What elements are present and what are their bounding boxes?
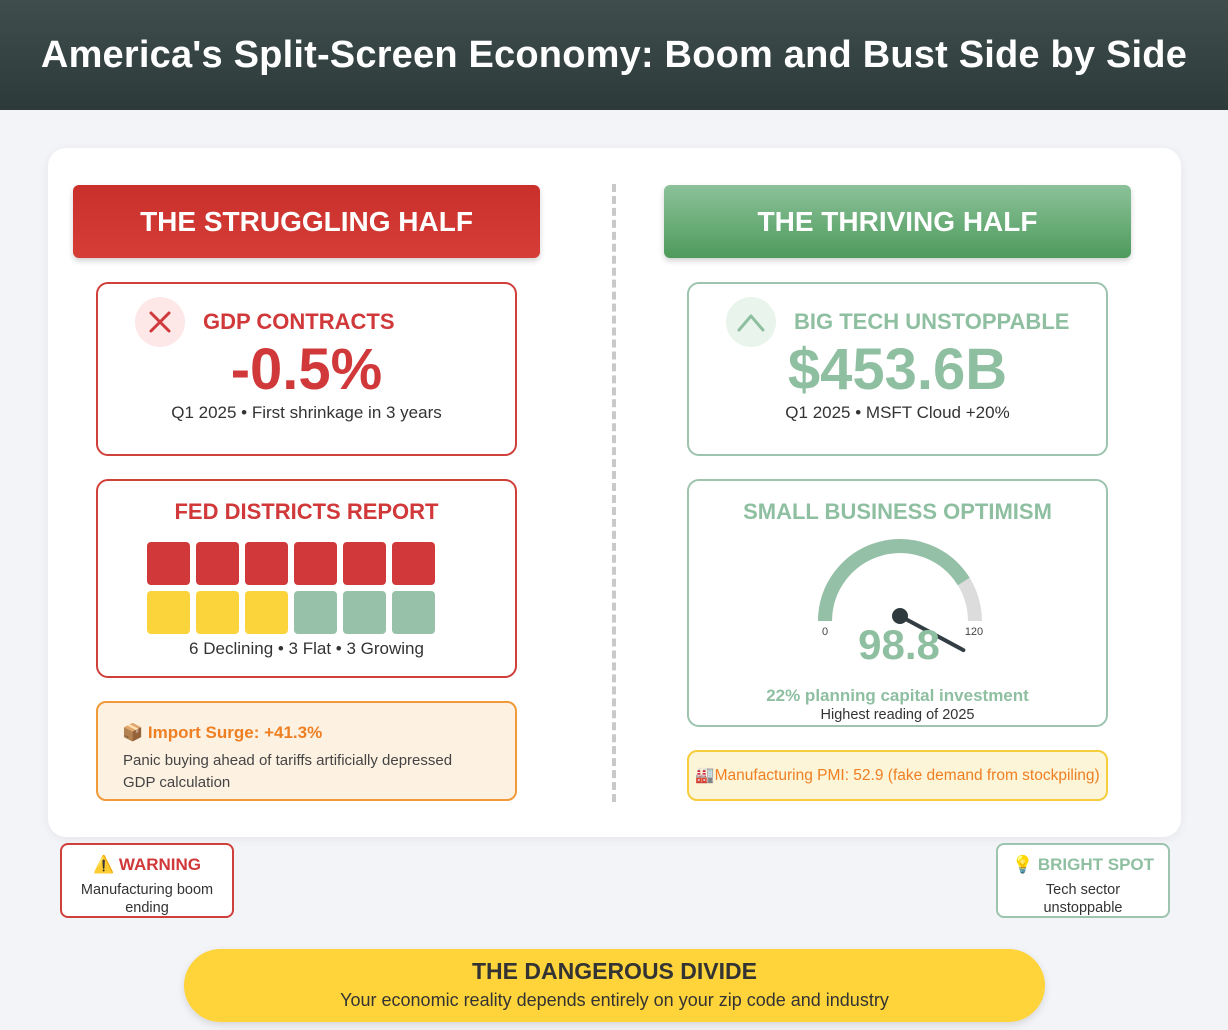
- district-square-growing: [294, 591, 337, 634]
- warning-body: Manufacturing boom ending: [80, 882, 214, 916]
- gdp-value: -0.5%: [230, 337, 383, 402]
- bright-spot-label: BRIGHT SPOT: [1037, 855, 1155, 874]
- bright-spot-box: 💡 BRIGHT SPOT Tech sector unstoppable: [996, 843, 1170, 918]
- manufacturing-pmi-box: 🏭 Manufacturing PMI: 52.9 (fake demand f…: [687, 750, 1108, 801]
- gauge-needle: [898, 614, 966, 653]
- big-tech-subtext: Q1 2025 • MSFT Cloud +20%: [785, 403, 1010, 422]
- big-tech-card: BIG TECH UNSTOPPABLE $453.6B Q1 2025 • M…: [687, 282, 1108, 456]
- district-square-declining: [147, 542, 190, 585]
- struggling-half-header: THE STRUGGLING HALF: [73, 185, 540, 258]
- gdp-subtext: Q1 2025 • First shrinkage in 3 years: [171, 403, 442, 422]
- gauge-hub: [892, 608, 908, 624]
- district-square-declining: [392, 542, 435, 585]
- bright-spot-body: Tech sector unstoppable: [1043, 882, 1123, 916]
- center-divider: [612, 184, 616, 802]
- fed-districts-title: FED DISTRICTS REPORT: [174, 499, 439, 524]
- big-tech-value: $453.6B: [787, 337, 1008, 402]
- district-square-flat: [196, 591, 239, 634]
- gdp-card: GDP CONTRACTS -0.5% Q1 2025 • First shri…: [96, 282, 517, 456]
- district-square-growing: [392, 591, 435, 634]
- fed-districts-row-top: [147, 542, 435, 585]
- gauge-fill: [818, 539, 970, 622]
- planning-text: 22% planning capital investment: [766, 686, 1029, 705]
- lightbulb-icon: 💡: [1011, 855, 1034, 874]
- highest-reading-text: Highest reading of 2025: [820, 707, 975, 723]
- warning-box: ⚠️ WARNING Manufacturing boom ending: [60, 843, 234, 918]
- banner-subtitle: Your economic reality depends entirely o…: [340, 990, 889, 1010]
- district-square-flat: [245, 591, 288, 634]
- warning-title: ⚠️ WARNING: [62, 855, 232, 875]
- gauge-value: 98.8: [858, 621, 940, 668]
- district-square-declining: [343, 542, 386, 585]
- import-surge-body: Panic buying ahead of tariffs artificial…: [123, 752, 453, 791]
- big-tech-title: BIG TECH UNSTOPPABLE: [794, 309, 1070, 334]
- district-square-declining: [196, 542, 239, 585]
- page-header: America's Split-Screen Economy: Boom and…: [0, 0, 1228, 110]
- factory-icon: 🏭: [695, 767, 715, 784]
- small-business-title: SMALL BUSINESS OPTIMISM: [743, 499, 1052, 524]
- warning-icon: ⚠️: [92, 855, 115, 874]
- import-surge-box: 📦 Import Surge: +41.3% Panic buying ahea…: [96, 701, 517, 801]
- manufacturing-pmi-text: Manufacturing PMI: 52.9 (fake demand fro…: [714, 766, 1100, 784]
- fed-districts-row-bottom: [147, 591, 435, 634]
- district-square-declining: [294, 542, 337, 585]
- x-icon: [135, 297, 185, 347]
- district-square-declining: [245, 542, 288, 585]
- district-square-flat: [147, 591, 190, 634]
- gdp-title: GDP CONTRACTS: [203, 309, 395, 334]
- import-surge-title: 📦 Import Surge: +41.3%: [122, 723, 322, 743]
- dangerous-divide-banner: THE DANGEROUS DIVIDE Your economic reali…: [184, 949, 1045, 1022]
- optimism-gauge: 0 120 98.8: [818, 539, 983, 668]
- small-business-card: SMALL BUSINESS OPTIMISM 0 120 98.8 22% p…: [687, 479, 1108, 727]
- gauge-min-label: 0: [822, 626, 828, 638]
- district-square-growing: [343, 591, 386, 634]
- package-icon: 📦: [122, 723, 144, 742]
- thriving-half-header: THE THRIVING HALF: [664, 185, 1131, 258]
- import-surge-label: Import Surge: +41.3%: [147, 723, 323, 742]
- thriving-half-label: THE THRIVING HALF: [757, 205, 1038, 237]
- struggling-half-label: THE STRUGGLING HALF: [140, 205, 473, 237]
- chevron-up-icon: [726, 297, 776, 347]
- warning-label: WARNING: [118, 855, 202, 874]
- banner-title: THE DANGEROUS DIVIDE: [472, 958, 757, 984]
- bright-spot-title: 💡 BRIGHT SPOT: [998, 855, 1168, 875]
- fed-districts-summary: 6 Declining • 3 Flat • 3 Growing: [189, 639, 424, 658]
- fed-districts-card: FED DISTRICTS REPORT 6 Declining • 3 Fla…: [96, 479, 517, 678]
- page-title: America's Split-Screen Economy: Boom and…: [40, 33, 1188, 76]
- gauge-max-label: 120: [965, 626, 983, 638]
